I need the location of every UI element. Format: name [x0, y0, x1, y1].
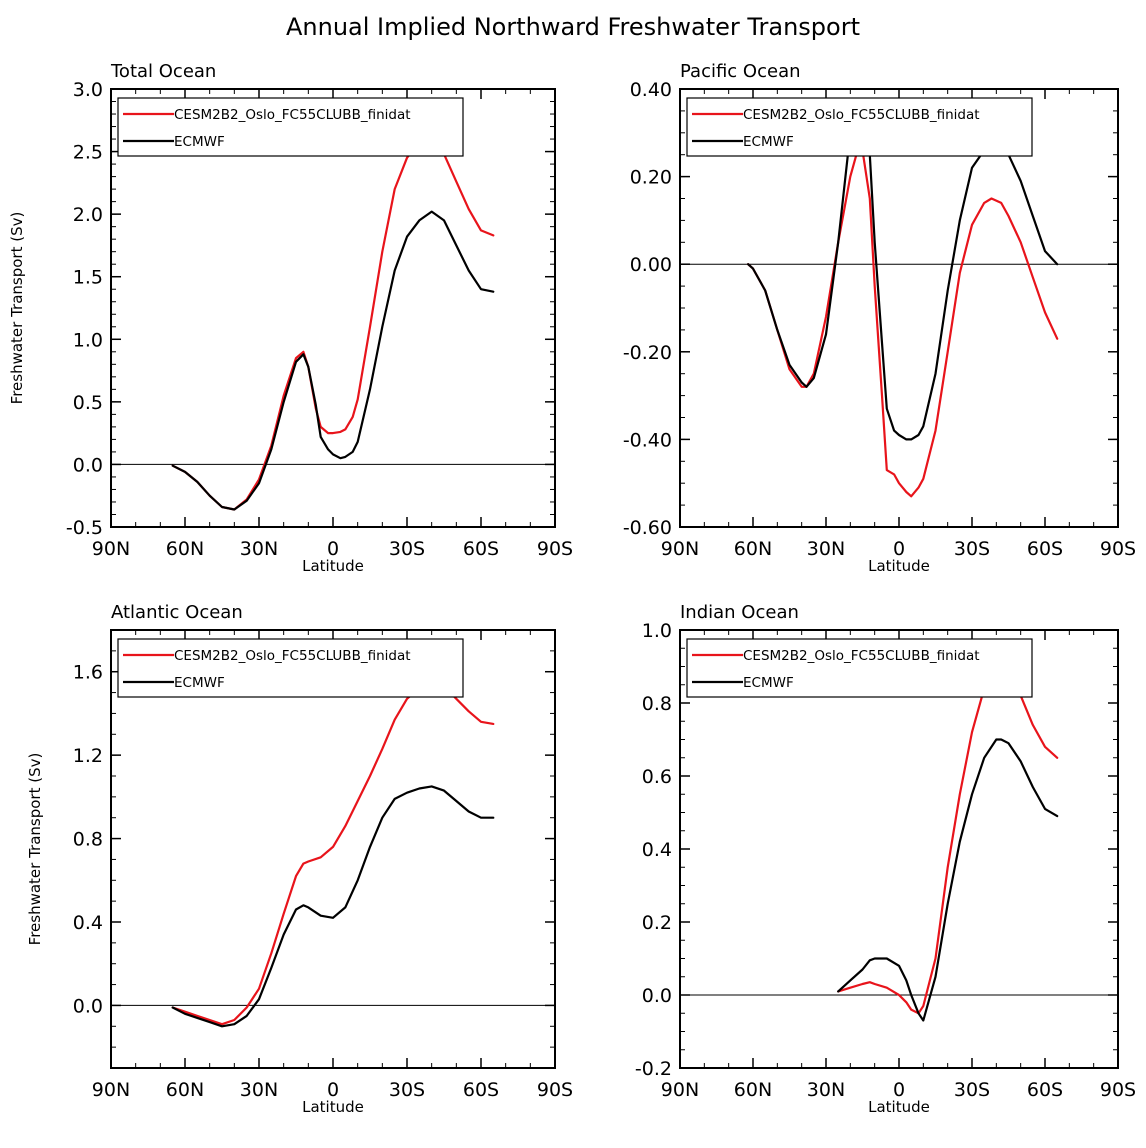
x-tick-label: 90S	[537, 1079, 573, 1101]
x-tick-label: 60S	[1027, 538, 1063, 560]
x-tick-label: 60S	[1027, 1079, 1063, 1101]
legend-box	[117, 97, 464, 157]
x-tick-label: 30S	[954, 1079, 990, 1101]
x-axis-label-atlantic-ocean: Latitude	[302, 1098, 364, 1116]
legend-label-cesm2b2-oslo-fc55clubb-finidat: CESM2B2_Oslo_FC55CLUBB_finidat	[743, 107, 980, 123]
x-tick-label: 0	[893, 1079, 905, 1101]
y-tick-label: 0.8	[642, 693, 672, 715]
y-tick-label: 0.0	[73, 454, 103, 476]
x-tick-label: 30S	[389, 538, 425, 560]
y-tick-label: -0.2	[635, 1058, 672, 1080]
y-tick-label: 0.20	[630, 167, 672, 189]
legend-box	[117, 638, 464, 698]
x-tick-label: 60N	[734, 1079, 772, 1101]
y-tick-label: 0.4	[642, 839, 672, 861]
y-tick-label: -0.60	[623, 517, 672, 539]
x-tick-label: 60N	[734, 538, 772, 560]
legend-label-ecmwf: ECMWF	[743, 134, 794, 150]
x-tick-label: 30N	[240, 1079, 278, 1101]
panel-pacific-ocean: -0.60 -0.40 -0.20 0.00 0.20 0.40 90N 60N 30N 0 30S…	[623, 61, 1136, 575]
x-tick-label: 60S	[463, 538, 499, 560]
y-tick-label: 1.0	[73, 329, 103, 351]
series-line-cesm2b2-oslo-fc55clubb-finidat-atlantic-ocean	[171, 680, 495, 1026]
x-tick-label: 90S	[1100, 538, 1136, 560]
legend-box	[686, 97, 1033, 157]
y-tick-label: 2.5	[73, 142, 103, 164]
y-tick-label: 1.5	[73, 267, 103, 289]
y-tick-label: 0.00	[630, 254, 672, 276]
y-tick-label: 3.0	[73, 79, 103, 101]
y-tick-label: 0.6	[642, 766, 672, 788]
series-line-ecmwf-indian-ocean	[837, 738, 1059, 1022]
y-tick-label: 0.40	[630, 79, 672, 101]
panel-indian-ocean: -0.2 0.0 0.2 0.4 0.6 0.8 1.0 90N 60N 30N 0 30S 60S 90…	[635, 602, 1136, 1116]
legend-label-ecmwf: ECMWF	[174, 675, 225, 691]
y-tick-label: 1.0	[642, 620, 672, 642]
panel-title-indian-ocean: Indian Ocean	[680, 602, 799, 623]
x-tick-label: 90N	[92, 538, 130, 560]
x-tick-label: 30S	[954, 538, 990, 560]
y-tick-label: -0.40	[623, 429, 672, 451]
y-tick-label: 1.2	[73, 745, 103, 767]
y-tick-label: -0.5	[66, 517, 103, 539]
legend-label-cesm2b2-oslo-fc55clubb-finidat: CESM2B2_Oslo_FC55CLUBB_finidat	[743, 648, 980, 664]
panel-atlantic-ocean: 0.0 0.4 0.8 1.2 1.6 90N 60N 30N 0 30S 60S 90S Latitu…	[26, 602, 573, 1116]
legend-label-cesm2b2-oslo-fc55clubb-finidat: CESM2B2_Oslo_FC55CLUBB_finidat	[174, 107, 411, 123]
series-line-cesm2b2-oslo-fc55clubb-finidat-pacific-ocean	[746, 149, 1059, 498]
y-tick-label: -0.20	[623, 342, 672, 364]
x-tick-label: 90N	[92, 1079, 130, 1101]
x-axis-label-total-ocean: Latitude	[302, 557, 364, 575]
x-axis-label-pacific-ocean: Latitude	[868, 557, 930, 575]
series-line-ecmwf-atlantic-ocean	[171, 785, 495, 1028]
y-axis-label-total-ocean: Freshwater Transport (Sv)	[8, 212, 26, 405]
panel-title-pacific-ocean: Pacific Ocean	[680, 61, 801, 82]
legend-label-cesm2b2-oslo-fc55clubb-finidat: CESM2B2_Oslo_FC55CLUBB_finidat	[174, 648, 411, 664]
panel-title-atlantic-ocean: Atlantic Ocean	[111, 602, 243, 623]
x-axis-label-indian-ocean: Latitude	[868, 1098, 930, 1116]
series-line-ecmwf-total-ocean	[171, 210, 495, 511]
y-tick-label: 0.5	[73, 392, 103, 414]
legend-box	[686, 638, 1033, 698]
y-axis-label-atlantic-ocean: Freshwater Transport (Sv)	[26, 753, 44, 946]
x-tick-label: 30N	[807, 1079, 845, 1101]
legend-total-ocean: CESM2B2_Oslo_FC55CLUBB_finidat ECMWF	[117, 97, 464, 157]
x-tick-label: 30N	[807, 538, 845, 560]
panel-title-total-ocean: Total Ocean	[110, 61, 216, 82]
legend-label-ecmwf: ECMWF	[174, 134, 225, 150]
y-tick-label: 0.2	[642, 912, 672, 934]
y-tick-label: 2.0	[73, 204, 103, 226]
legend-pacific-ocean: CESM2B2_Oslo_FC55CLUBB_finidat ECMWF	[686, 97, 1033, 157]
panel-total-ocean: -0.5 0.0 0.5 1.0 1.5 2.0 2.5 3.0 90N 60N 30N 0 30S 60…	[8, 61, 573, 575]
x-tick-label: 30S	[389, 1079, 425, 1101]
x-tick-label: 60N	[166, 1079, 204, 1101]
y-tick-label: 1.6	[73, 662, 103, 684]
x-tick-label: 30N	[240, 538, 278, 560]
x-tick-label: 90N	[661, 1079, 699, 1101]
y-tick-label: 0.4	[73, 912, 103, 934]
y-tick-label: 0.0	[642, 985, 672, 1007]
x-tick-label: 0	[893, 538, 905, 560]
x-tick-label: 0	[327, 1079, 339, 1101]
legend-indian-ocean: CESM2B2_Oslo_FC55CLUBB_finidat ECMWF	[686, 638, 1033, 698]
x-tick-label: 60S	[463, 1079, 499, 1101]
figure-title: Annual Implied Northward Freshwater Tran…	[286, 13, 860, 41]
y-tick-label: 0.8	[73, 829, 103, 851]
x-tick-label: 90S	[1100, 1079, 1136, 1101]
x-tick-label: 90S	[537, 538, 573, 560]
x-tick-label: 90N	[661, 538, 699, 560]
x-tick-label: 60N	[166, 538, 204, 560]
legend-atlantic-ocean: CESM2B2_Oslo_FC55CLUBB_finidat ECMWF	[117, 638, 464, 698]
y-tick-label: 0.0	[73, 995, 103, 1017]
legend-label-ecmwf: ECMWF	[743, 675, 794, 691]
x-tick-label: 0	[327, 538, 339, 560]
